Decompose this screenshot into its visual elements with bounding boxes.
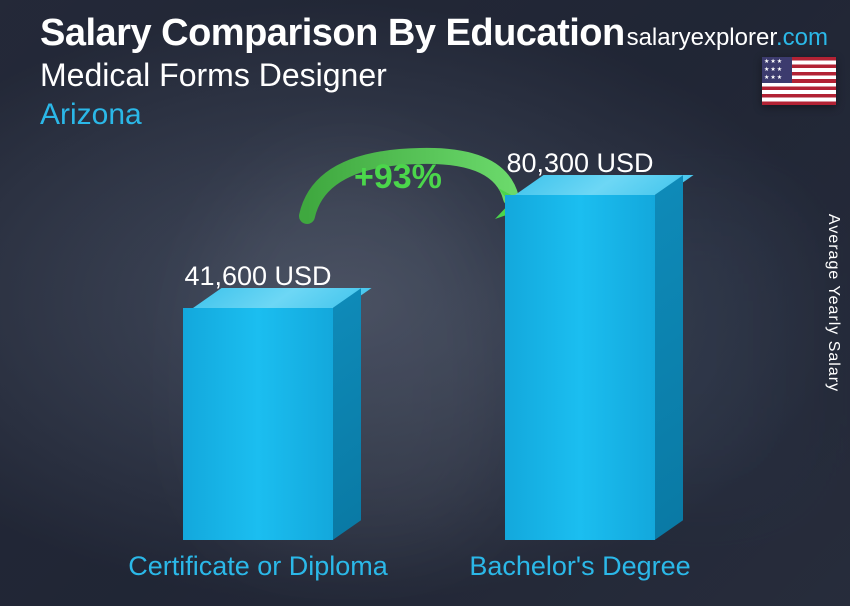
chart-area: +93% 41,600 USD Certificate or Diploma 8… [0,146,850,606]
brand-main-text: salaryexplorer [627,24,776,51]
country-flag-icon [762,57,836,105]
bar-2 [505,195,655,540]
page-location: Arizona [40,98,830,132]
percent-change-badge: +93% [354,158,442,197]
page-subtitle: Medical Forms Designer [40,57,830,94]
brand-logo: salaryexplorer.com [627,24,828,52]
bar-1 [183,308,333,540]
increase-arrow-icon [0,146,850,606]
bar-label-1: Certificate or Diploma [128,551,388,582]
bar-label-2: Bachelor's Degree [469,551,690,582]
brand-accent-text: .com [776,24,828,51]
